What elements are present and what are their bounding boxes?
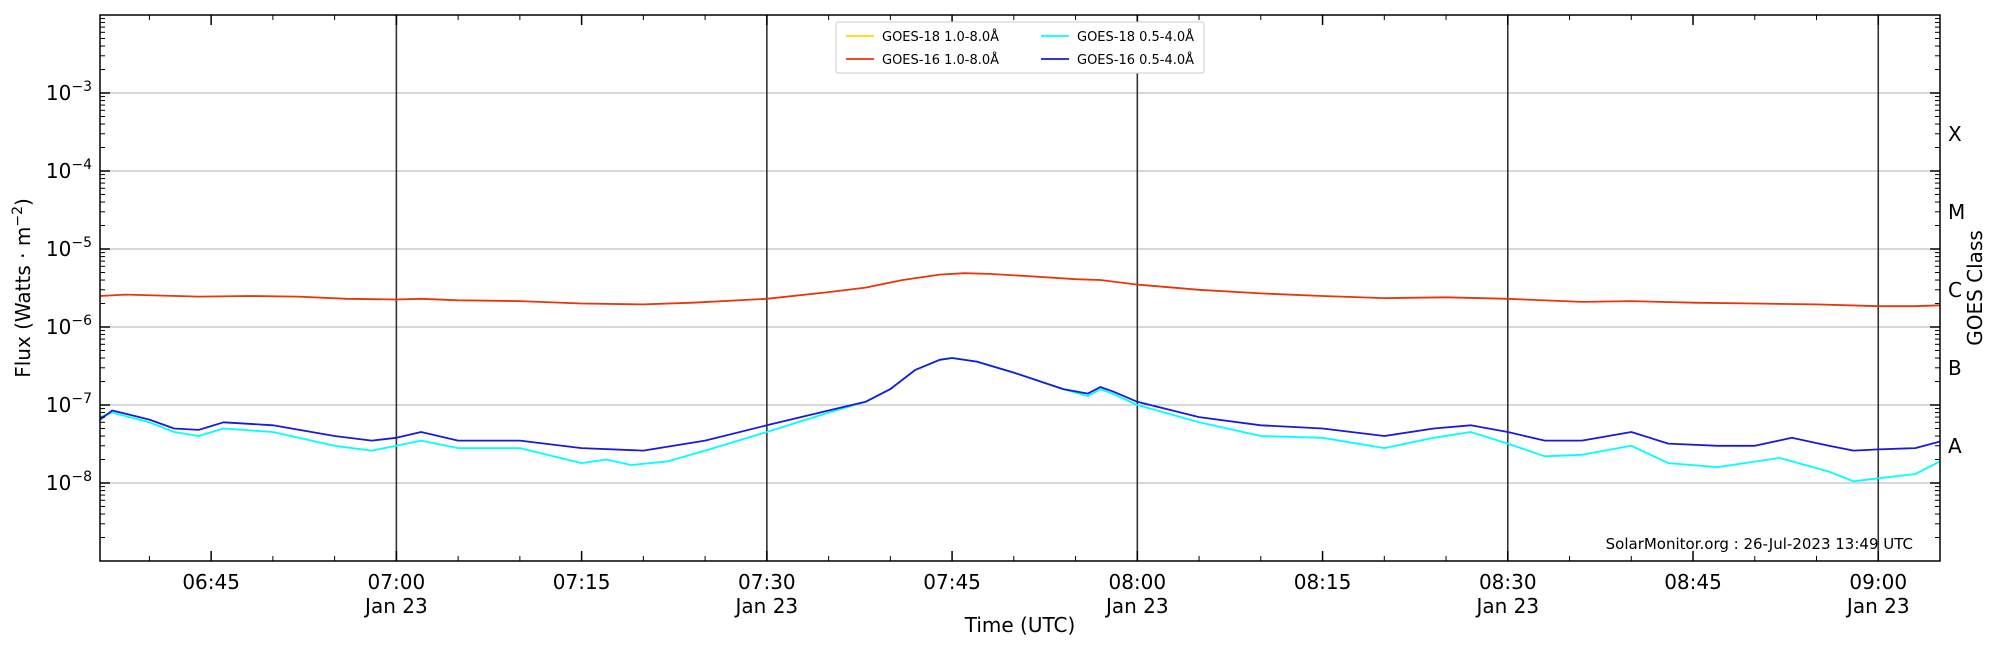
x-tick-sublabel: Jan 23 (734, 594, 799, 618)
watermark: SolarMonitor.org : 26-Jul-2023 13:49 UTC (1606, 535, 1913, 553)
grid-layer (100, 92, 1940, 484)
y-tick-mantissa: 10 (46, 159, 71, 183)
x-tick-label: 07:45 (923, 570, 981, 594)
y-tick-mantissa: 10 (46, 237, 71, 261)
goes-class-label: B (1948, 356, 1962, 380)
legend-label: GOES-18 0.5-4.0Å (1077, 29, 1194, 45)
x-tick-label: 08:45 (1664, 570, 1722, 594)
legend-label: GOES-16 1.0-8.0Å (882, 52, 999, 68)
y-tick-exponent: −4 (71, 157, 92, 173)
y-tick-label: 10−6 (46, 313, 92, 339)
goes-class-label: M (1948, 200, 1965, 224)
vertical-lines-layer (395, 15, 1880, 561)
goes-class-label: C (1948, 278, 1962, 302)
y-tick-exponent: −7 (71, 391, 92, 407)
y-tick-label: 10−3 (46, 79, 92, 105)
x-tick-sublabel: Jan 23 (1474, 594, 1539, 618)
series-line-1 (99, 272, 1941, 308)
y-tick-mantissa: 10 (46, 471, 71, 495)
y-tick-label: 10−5 (46, 235, 92, 261)
x-tick-label: 09:00 (1849, 570, 1907, 594)
x-tick-label: 08:00 (1108, 570, 1166, 594)
y-tick-label: 10−8 (46, 469, 92, 495)
x-tick-label: 08:15 (1294, 570, 1352, 594)
y-axis-title: Flux (Watts · m−2) (10, 198, 35, 378)
x-tick-label: 08:30 (1479, 570, 1537, 594)
x-tick-label: 06:45 (182, 570, 240, 594)
series-layer (99, 272, 1941, 483)
x-tick-label: 07:15 (553, 570, 611, 594)
plot-frame (99, 14, 1941, 562)
y-axis-title-main: Flux (Watts · m (11, 227, 35, 378)
series-line-3 (99, 357, 1941, 452)
x-tick-sublabel: Jan 23 (363, 594, 428, 618)
y-tick-exponent: −8 (71, 469, 92, 485)
x-tick-label: 07:30 (738, 570, 796, 594)
y-tick-exponent: −5 (71, 235, 92, 251)
x-tick-sublabel: Jan 23 (1845, 594, 1910, 618)
y-tick-mantissa: 10 (46, 315, 71, 339)
legend: GOES-18 1.0-8.0Å GOES-16 1.0-8.0Å GOES-18 … (835, 21, 1205, 74)
y-tick-mantissa: 10 (46, 393, 71, 417)
x-axis-title: Time (UTC) (964, 613, 1076, 637)
legend-box (835, 21, 1205, 74)
y-tick-exponent: −3 (71, 79, 92, 95)
y-tick-label: 10−4 (46, 157, 92, 183)
x-tick-sublabel: Jan 23 (1104, 594, 1169, 618)
y-axis-title-sup: −2 (10, 206, 26, 227)
legend-label: GOES-18 1.0-8.0Å (882, 29, 999, 45)
goes-class-axis-title: GOES Class (1963, 230, 1987, 346)
y-tick-label: 10−7 (46, 391, 92, 417)
legend-label: GOES-16 0.5-4.0Å (1077, 52, 1194, 68)
y-axis-ticks: 10−810−710−610−510−410−3 (46, 18, 1940, 539)
goes-class-label: A (1948, 434, 1962, 458)
x-tick-label: 07:00 (368, 570, 426, 594)
series-line-2 (99, 357, 1941, 483)
goes-class-label: X (1948, 122, 1962, 146)
goes-class-labels: A B C M X (1948, 122, 1965, 458)
y-axis-title-end: ) (11, 198, 35, 206)
y-tick-exponent: −6 (71, 313, 92, 329)
y-tick-mantissa: 10 (46, 81, 71, 105)
